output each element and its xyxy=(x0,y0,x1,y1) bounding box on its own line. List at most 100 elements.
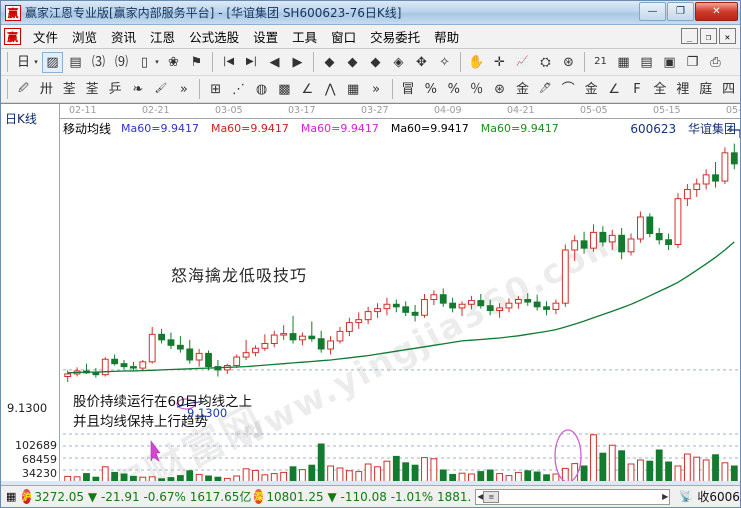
fib-fan-icon[interactable]: 乒 xyxy=(108,81,122,97)
title-bar: 赢 赢家江恩专业版[赢家内部服务平台] - [华谊集团 SH600623-76日… xyxy=(1,1,740,25)
volume-bar xyxy=(158,478,165,481)
indicator-icon[interactable]: ❀ xyxy=(168,54,179,70)
overlay-chart-icon[interactable]: ▨ xyxy=(42,51,63,73)
grid-view-icon[interactable]: ▦ xyxy=(6,490,17,503)
page-forward-icon[interactable]: ▶ xyxy=(292,54,303,70)
app-logo-icon: 赢 xyxy=(5,4,21,21)
ladder-icon[interactable]: 冒 xyxy=(401,81,415,97)
gold-tool-icon[interactable]: 金 xyxy=(584,81,598,97)
cycle-tool-icon[interactable]: ◍ xyxy=(255,81,268,97)
menu-item-gann[interactable]: 江恩 xyxy=(150,30,176,45)
more-tools-2[interactable]: » xyxy=(372,81,381,97)
candlestick xyxy=(252,345,259,357)
draw-line-icon[interactable]: 📈 xyxy=(516,56,529,67)
chain-tool-icon[interactable]: 裡 xyxy=(676,81,690,97)
volume-bar xyxy=(111,471,119,481)
pen-tool-icon[interactable]: 🖉 xyxy=(18,83,29,94)
save-icon[interactable]: ▣ xyxy=(663,54,676,70)
marker-pen-icon[interactable]: 🖊 xyxy=(539,83,552,94)
toolbar-separator xyxy=(313,52,314,72)
maximize-button[interactable]: ❐ xyxy=(667,2,694,21)
candle-style-caret[interactable]: ▾ xyxy=(155,57,159,66)
calendar-icon[interactable]: 21 xyxy=(594,56,607,67)
volume-bar xyxy=(430,458,438,481)
scroll-thumb[interactable]: ≡ xyxy=(483,490,500,503)
highlighter-icon[interactable]: 🖌 xyxy=(154,83,168,94)
globe-icon[interactable]: ⊛ xyxy=(563,54,574,70)
period-day-button[interactable]: 日 xyxy=(16,54,30,70)
arc-tool-icon[interactable]: ⌒ xyxy=(561,81,575,97)
page-back-icon[interactable]: ◀ xyxy=(269,54,280,70)
house-tool-icon[interactable]: 庭 xyxy=(699,81,713,97)
gold-section-icon[interactable]: 金 xyxy=(515,81,529,97)
print-icon[interactable]: ⎙ xyxy=(710,54,721,70)
candlestick xyxy=(468,295,475,310)
mdi-minimize-button[interactable]: _ xyxy=(681,28,698,44)
chart-area[interactable]: 日K线 02-11 02-21 03-05 03-17 03-27 04-09 04-21 0… xyxy=(1,103,740,481)
spiral-icon[interactable]: ❧ xyxy=(132,81,144,97)
percent-line-icon[interactable]: % xyxy=(424,81,438,97)
scroll-left-arrow[interactable]: ◀ xyxy=(477,492,484,501)
zigzag-icon[interactable]: ⋀ xyxy=(324,81,336,97)
toolbar-separator xyxy=(7,79,8,99)
grid-icon[interactable]: ▦ xyxy=(346,81,360,97)
mdi-restore-button[interactable]: ❐ xyxy=(700,28,717,44)
angle-tool-icon[interactable]: ∠ xyxy=(608,81,620,97)
period-dropdown-caret[interactable]: ▾ xyxy=(34,57,38,66)
mdi-close-button[interactable]: ✕ xyxy=(719,28,736,44)
annotation-title: 怒海擒龙低吸技巧 xyxy=(171,266,308,285)
gold-circle-icon[interactable]: ⊛ xyxy=(494,81,506,97)
crosshair-icon[interactable]: ✛ xyxy=(494,54,505,70)
zoom-all-icon[interactable]: ✧ xyxy=(439,54,450,70)
candlestick-plot[interactable] xyxy=(1,104,740,481)
percent-lines-icon[interactable]: ％ xyxy=(470,81,484,97)
zoom-left-icon[interactable]: ◆ xyxy=(324,54,335,70)
rect-tool-icon[interactable]: ⊞ xyxy=(210,81,222,97)
menu-item-window[interactable]: 窗口 xyxy=(331,30,357,45)
menu-item-help[interactable]: 帮助 xyxy=(434,30,460,45)
scroll-right-arrow[interactable]: ▶ xyxy=(662,492,669,501)
candlestick xyxy=(364,306,372,325)
zoom-right-icon[interactable]: ◆ xyxy=(347,54,358,70)
flag-marker-icon[interactable]: ⚑ xyxy=(190,54,203,70)
copy-icon[interactable]: ❐ xyxy=(686,54,699,70)
first-page-icon[interactable]: |◀ xyxy=(222,56,235,67)
zoom-expand-icon[interactable]: ✥ xyxy=(416,54,427,70)
square-grid-icon[interactable]: ▩ xyxy=(278,81,291,97)
close-button[interactable]: ✕ xyxy=(695,2,738,21)
menu-item-browse[interactable]: 浏览 xyxy=(72,30,98,45)
more-tools-1[interactable]: » xyxy=(179,81,188,97)
f-tool-icon[interactable]: F xyxy=(633,81,641,97)
gann-fan-icon[interactable]: ⛭ xyxy=(540,54,551,70)
zoom-both-icon[interactable]: ◆ xyxy=(370,54,381,70)
multi-chart-3-icon[interactable]: ⑶ xyxy=(91,54,105,70)
gann-box-2-icon[interactable]: 荃 xyxy=(85,81,99,97)
gold-angle-icon[interactable]: 全 xyxy=(653,81,667,97)
multi-chart-9-icon[interactable]: ⑼ xyxy=(114,54,128,70)
zoom-fit-icon[interactable]: ◈ xyxy=(393,54,404,70)
gann-grid-icon[interactable]: 卅 xyxy=(39,81,53,97)
fan-lines-icon[interactable]: ⋰ xyxy=(232,81,246,97)
trend-line-icon[interactable]: ∠ xyxy=(301,81,314,97)
menu-item-formula[interactable]: 公式选股 xyxy=(189,30,240,45)
status-scrollbar[interactable]: ◀ ≡ ▶ xyxy=(475,488,671,505)
menu-item-tools[interactable]: 工具 xyxy=(292,30,318,45)
four-tool-icon[interactable]: 四 xyxy=(722,81,736,97)
notes-icon[interactable]: ▤ xyxy=(640,54,653,70)
calculator-icon[interactable]: ▦ xyxy=(617,54,630,70)
menu-item-news[interactable]: 资讯 xyxy=(111,30,137,45)
gann-box-1-icon[interactable]: 荃 xyxy=(62,81,76,97)
menu-item-trade[interactable]: 交易委托 xyxy=(370,30,421,45)
menu-item-file[interactable]: 文件 xyxy=(33,30,59,45)
minimize-button[interactable]: — xyxy=(639,2,666,21)
hand-pan-icon[interactable]: ✋ xyxy=(468,54,485,70)
percent-icon[interactable]: % xyxy=(447,81,460,97)
candlestick xyxy=(299,332,306,346)
candlestick xyxy=(355,312,363,329)
volume-bar xyxy=(130,475,137,481)
candle-style-icon[interactable]: ▯ xyxy=(140,54,149,70)
last-page-icon[interactable]: ▶| xyxy=(245,56,258,67)
report-icon[interactable]: ▤ xyxy=(69,54,82,70)
menu-item-settings[interactable]: 设置 xyxy=(253,30,279,45)
candlestick xyxy=(195,349,203,367)
